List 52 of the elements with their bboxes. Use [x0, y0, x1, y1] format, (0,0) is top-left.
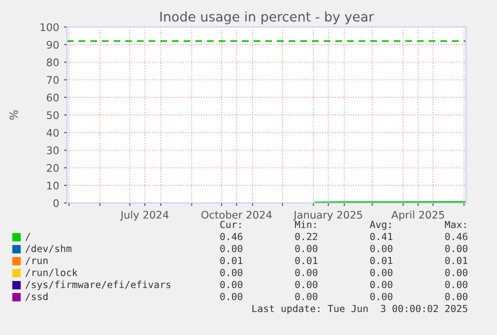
- text: 0.00: [220, 292, 242, 300]
- text: 0.00: [370, 280, 392, 288]
- x-tick-label: January 2025: [293, 210, 362, 221]
- text: 0.00: [445, 268, 468, 276]
- text: 0.00: [295, 268, 318, 276]
- text: 0.00: [370, 268, 392, 276]
- text: 0.00: [370, 244, 392, 252]
- text: 0.00: [445, 244, 468, 252]
- text: Min:: [294, 220, 316, 228]
- text: 0.00: [220, 244, 242, 252]
- text: Cur:: [220, 220, 241, 228]
- legend-label: /run: [25, 256, 48, 265]
- text: Max:: [444, 220, 466, 228]
- y-tick-label: 60: [46, 94, 59, 102]
- text: 0.00: [445, 280, 468, 288]
- text: 0.00: [370, 292, 392, 300]
- y-tick-label: 0: [53, 199, 59, 208]
- text: 0.00: [295, 280, 318, 288]
- text: 0.01: [220, 256, 242, 264]
- text: Last update: Tue Jun 3 00:00:02 2025: [252, 304, 468, 314]
- legend-label: /: [25, 232, 30, 241]
- legend-label: /dev/shm: [25, 244, 72, 253]
- x-tick-label: October 2024: [201, 210, 272, 219]
- x-tick-label: April 2025: [391, 210, 444, 221]
- y-tick-label: 30: [46, 146, 59, 154]
- text: 0.22: [295, 232, 318, 240]
- text: 0.01: [445, 256, 468, 264]
- chart-title: Inode usage in percent - by year: [160, 11, 374, 24]
- text: 0.41: [370, 232, 392, 240]
- y-tick-label: 90: [46, 40, 59, 49]
- text: Avg:: [370, 220, 391, 230]
- text: 0.00: [295, 244, 318, 252]
- y-tick-label: 70: [46, 76, 59, 84]
- y-tick-label: 40: [46, 128, 59, 137]
- text: 0.00: [295, 292, 318, 300]
- legend-label: /run/lock: [25, 268, 78, 277]
- legend-label: /ssd: [25, 292, 48, 301]
- legend-label: /sys/firmware/efi/efivars: [25, 280, 170, 290]
- text: 0.46: [220, 232, 242, 240]
- y-tick-label: 100: [40, 23, 59, 32]
- x-tick-label: July 2024: [120, 210, 168, 221]
- text: 0.00: [220, 268, 242, 276]
- text: 0.46: [445, 232, 468, 240]
- y-tick-label: 50: [46, 111, 59, 120]
- y-axis-title: %: [9, 110, 18, 120]
- text: 0.00: [220, 280, 242, 288]
- text: 0.00: [445, 292, 468, 300]
- y-tick-label: 80: [46, 58, 59, 66]
- text: 0.01: [295, 256, 318, 264]
- text: 0.01: [370, 256, 392, 264]
- y-tick-label: 10: [47, 182, 59, 190]
- y-tick-label: 20: [46, 164, 59, 172]
